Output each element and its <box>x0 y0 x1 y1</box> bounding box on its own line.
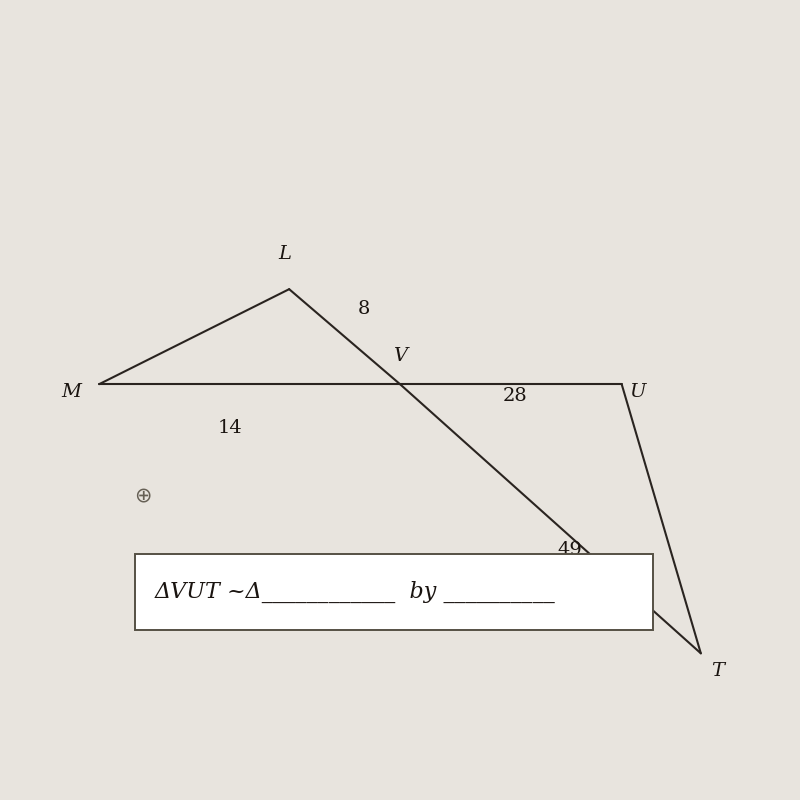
Text: ΔVUT ~Δ____________  by __________: ΔVUT ~Δ____________ by __________ <box>154 581 555 603</box>
Text: 8: 8 <box>358 300 370 318</box>
Text: L: L <box>278 245 292 262</box>
Text: V: V <box>393 347 407 366</box>
Text: M: M <box>61 383 81 401</box>
FancyBboxPatch shape <box>134 554 654 630</box>
Text: T: T <box>711 662 724 680</box>
Text: 49: 49 <box>558 542 582 559</box>
Text: ⊕: ⊕ <box>134 485 151 505</box>
Text: U: U <box>630 383 646 401</box>
Text: 14: 14 <box>218 418 242 437</box>
Text: 28: 28 <box>502 387 527 405</box>
